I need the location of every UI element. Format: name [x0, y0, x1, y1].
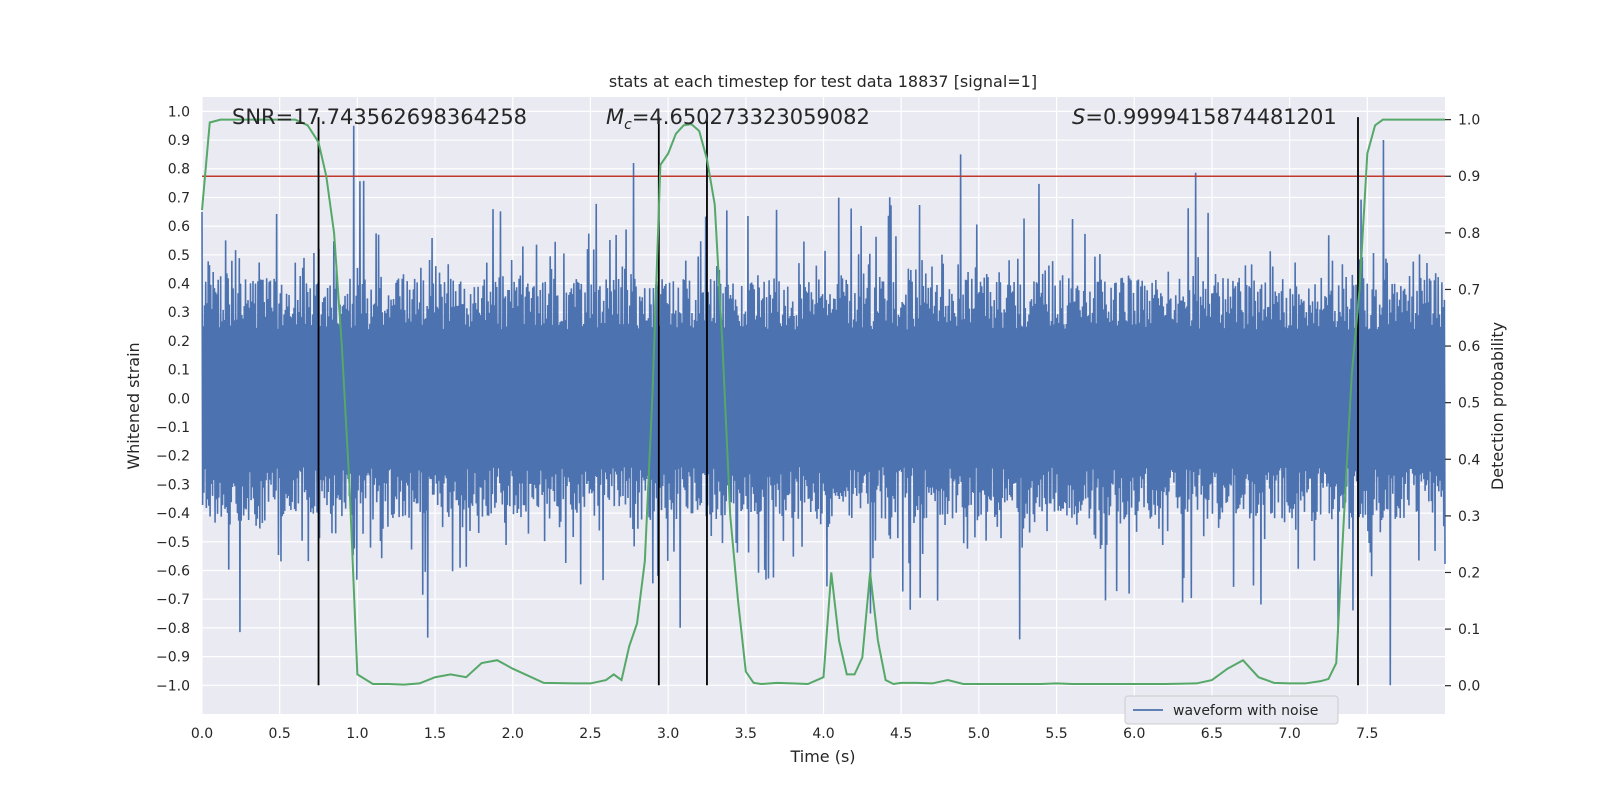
chirp-mass-symbol: M — [606, 105, 624, 129]
y-tick-label-left: 0.1 — [168, 363, 190, 379]
y-tick-label-right: 0.3 — [1458, 509, 1480, 525]
y-tick-label-right: 0.7 — [1458, 282, 1480, 298]
y-tick-label-left: −0.1 — [156, 420, 190, 436]
x-tick-label: 1.0 — [346, 726, 368, 742]
x-tick-label: 0.0 — [191, 726, 213, 742]
y-tick-label-left: 0.9 — [168, 133, 190, 149]
chirp-mass-value: =4.650273323059082 — [632, 105, 870, 129]
y-tick-label-left: −0.2 — [156, 449, 190, 465]
y-tick-label-left: 0.8 — [168, 162, 190, 178]
chart-title: stats at each timestep for test data 188… — [609, 72, 1037, 91]
y-tick-label-left: 0.0 — [168, 391, 190, 407]
y-tick-label-right: 1.0 — [1458, 113, 1480, 129]
x-tick-label: 7.5 — [1356, 726, 1378, 742]
probability-series — [201, 118, 1445, 686]
y-tick-label-left: −0.6 — [156, 564, 190, 580]
x-tick-label: 6.0 — [1123, 726, 1145, 742]
y-tick-label-left: −0.3 — [156, 477, 190, 493]
y-tick-label-left: 0.5 — [168, 248, 190, 264]
y-tick-label-left: 0.6 — [168, 219, 190, 235]
y-tick-label-left: −0.9 — [156, 650, 190, 666]
legend-label-waveform: waveform with noise — [1173, 703, 1318, 719]
tick-labels: 0.0 0.5 1.0 1.5 2.0 2.5 3.0 3.5 4.0 4.5 5.0 5.5 6.0 6… — [156, 104, 1480, 742]
y-tick-label-right: 0.5 — [1458, 396, 1480, 412]
x-tick-label: 7.0 — [1278, 726, 1300, 742]
y-tick-label-left: 1.0 — [168, 104, 190, 120]
chirp-mass-annotation: Mc=4.650273323059082 — [606, 105, 870, 133]
y-tick-label-left: −0.4 — [156, 506, 190, 522]
y-tick-label-left: −0.5 — [156, 535, 190, 551]
detection-score-symbol: S — [1072, 105, 1085, 129]
y-tick-label-right: 0.0 — [1458, 679, 1480, 695]
y-tick-label-right: 0.2 — [1458, 565, 1480, 581]
y-tick-label-right: 0.8 — [1458, 226, 1480, 242]
y-tick-label-right: 0.1 — [1458, 622, 1480, 638]
x-axis-label: Time (s) — [789, 747, 855, 766]
y-tick-label-right: 0.9 — [1458, 169, 1480, 185]
x-tick-label: 5.0 — [968, 726, 990, 742]
probability-line — [201, 118, 1445, 686]
snr-annotation: SNR=17.743562698364258 — [232, 105, 527, 129]
x-tick-label: 3.0 — [657, 726, 679, 742]
x-tick-label: 2.5 — [579, 726, 601, 742]
detection-score-annotation: S=0.9999415874481201 — [1072, 105, 1337, 129]
y-tick-label-left: 0.4 — [168, 277, 190, 293]
legend: waveform with noise — [1124, 695, 1339, 725]
y-axis-label-right: Detection probability — [1488, 322, 1507, 490]
detection-score-value: =0.9999415874481201 — [1085, 105, 1336, 129]
chirp-mass-subscript: c — [624, 117, 632, 133]
x-tick-label: 3.5 — [735, 726, 757, 742]
legend-box — [1124, 695, 1339, 725]
y-tick-label-left: 0.3 — [168, 305, 190, 321]
y-axis-label-left: Whitened strain — [124, 342, 143, 469]
x-tick-label: 6.5 — [1201, 726, 1223, 742]
y-tick-label-left: −0.8 — [156, 621, 190, 637]
waveform-series — [201, 125, 1446, 686]
y-tick-label-left: −0.7 — [156, 592, 190, 608]
x-tick-label: 4.0 — [812, 726, 834, 742]
x-tick-label: 5.5 — [1045, 726, 1067, 742]
x-tick-label: 0.5 — [269, 726, 291, 742]
waveform-line — [201, 125, 1446, 686]
y-tick-label-right: 0.6 — [1458, 339, 1480, 355]
y-tick-label-left: 0.7 — [168, 190, 190, 206]
x-tick-label: 1.5 — [424, 726, 446, 742]
y-tick-label-left: 0.2 — [168, 334, 190, 350]
x-tick-label: 2.0 — [502, 726, 524, 742]
y-tick-label-left: −1.0 — [156, 678, 190, 694]
y-tick-label-right: 0.4 — [1458, 452, 1480, 468]
x-tick-label: 4.5 — [890, 726, 912, 742]
